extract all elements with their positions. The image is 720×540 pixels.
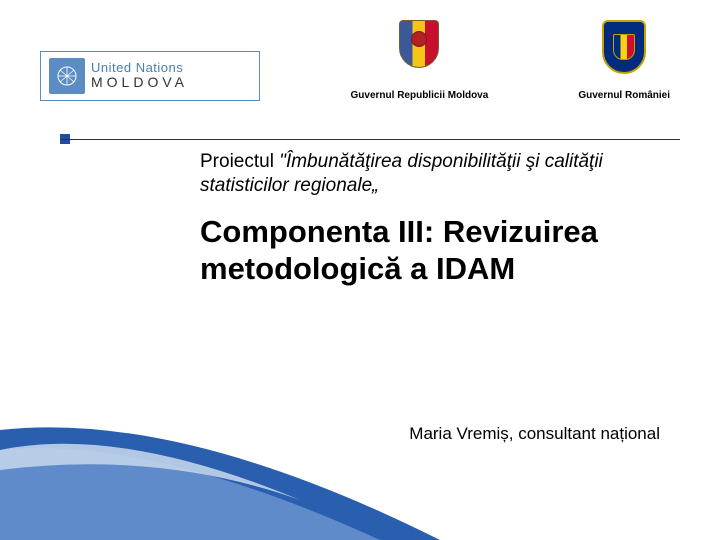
gov-moldova-block: Guvernul Republicii Moldova <box>351 20 489 101</box>
header-row: United Nations MOLDOVA Guvernul Republic… <box>0 0 720 101</box>
moldova-coat-icon <box>391 20 447 84</box>
un-line1: United Nations <box>91 61 188 75</box>
romania-coat-icon <box>596 20 652 84</box>
gov-romania-label: Guvernul României <box>578 90 670 101</box>
corner-decoration-icon <box>0 390 440 540</box>
gov-romania-block: Guvernul României <box>578 20 670 101</box>
gov-moldova-label: Guvernul Republicii Moldova <box>351 90 489 101</box>
governments-row: Guvernul Republicii Moldova Guvernul Rom… <box>351 20 680 101</box>
page-title: Componenta III: Revizuirea metodologică … <box>200 214 680 287</box>
author-line: Maria Vremiș, consultant național <box>409 424 660 444</box>
project-prefix: Proiectul <box>200 151 279 172</box>
header-divider <box>60 139 680 140</box>
un-moldova-logo: United Nations MOLDOVA <box>40 51 260 101</box>
project-subtitle: Proiectul "Îmbunătăţirea disponibilităţi… <box>200 150 680 198</box>
un-text-block: United Nations MOLDOVA <box>91 61 188 91</box>
un-line2: MOLDOVA <box>91 75 188 90</box>
un-emblem-icon <box>49 58 85 94</box>
